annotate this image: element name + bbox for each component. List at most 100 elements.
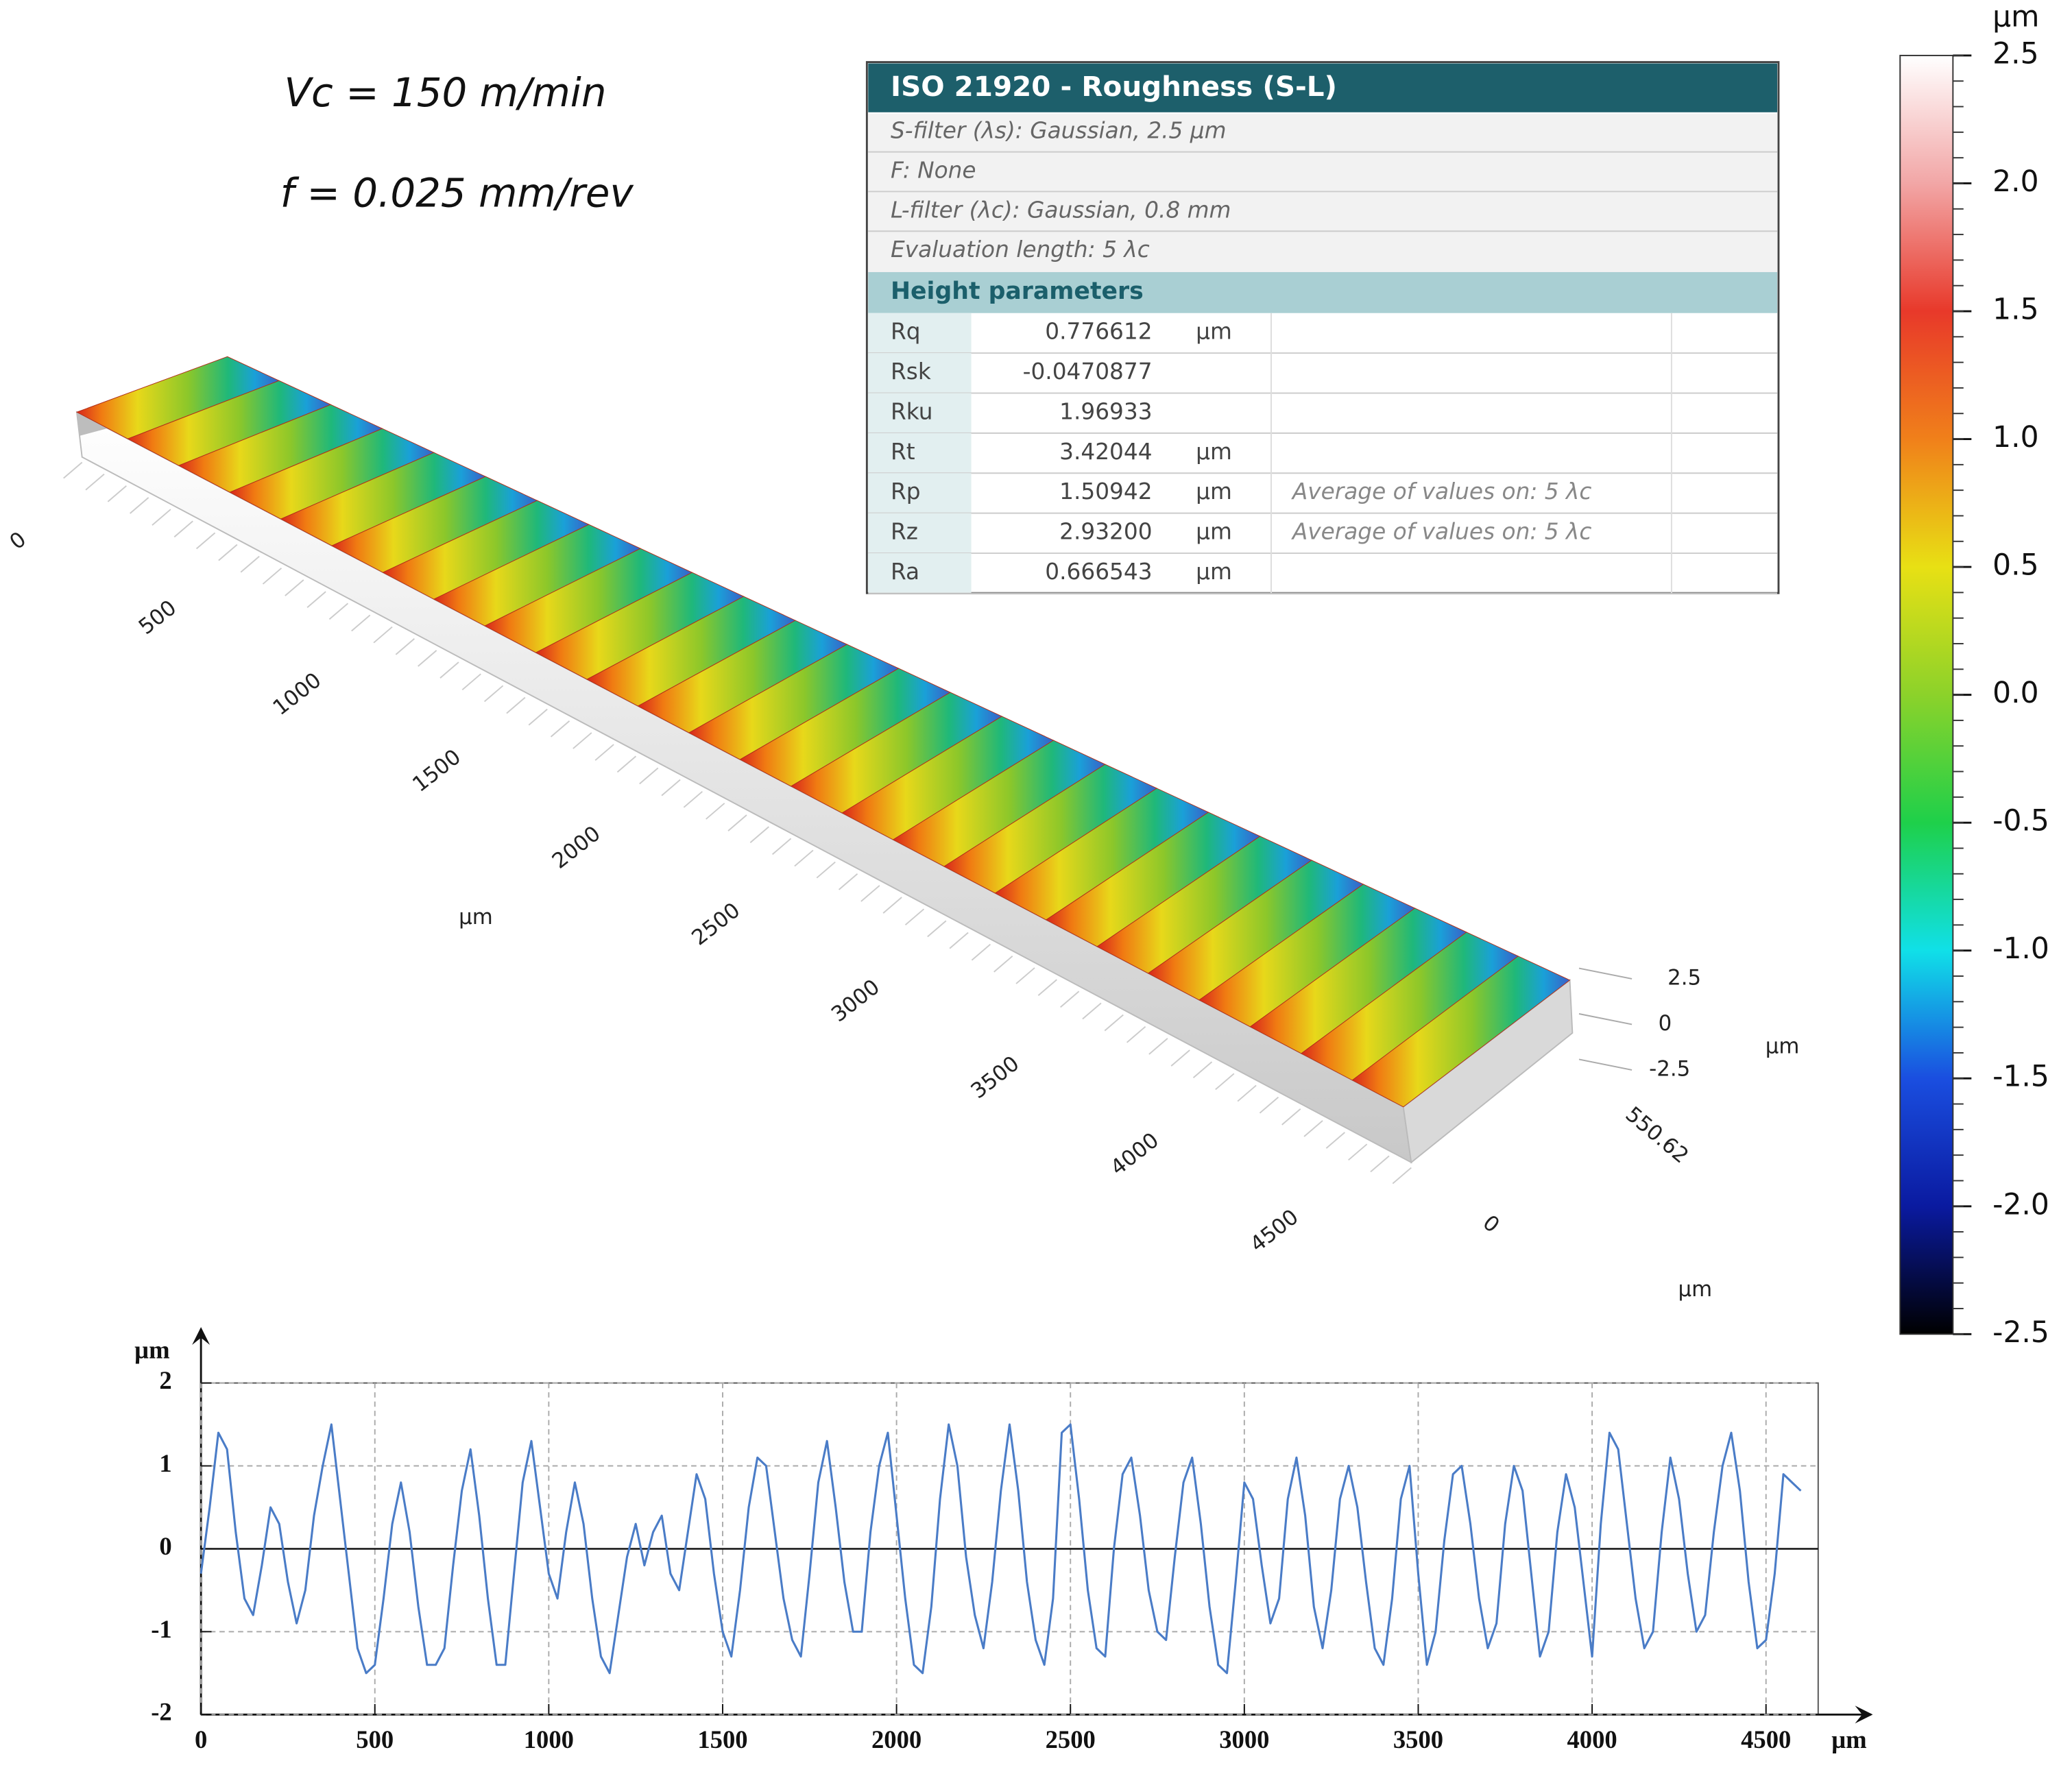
surface-tick [130,497,149,514]
x-axis-unit: µm [1831,1725,1867,1753]
surface-tick [1215,1073,1235,1091]
surface-x-tick-label: 4500 [1246,1204,1303,1257]
surface-tick [395,637,415,655]
row-name: Rp [891,478,921,505]
table-header [868,63,1778,112]
surface-x-tick-label: 500 [134,595,182,640]
row-unit: µm [1196,559,1232,585]
surface-tick [838,873,858,890]
row-name: Rku [891,398,932,424]
surface-x-tick-label: 1000 [268,668,326,720]
surface-tick [483,685,504,703]
surface-tick [285,579,304,596]
colorbar: µm 2.5 2.0 1.5 1.0 0.5 0.0 -0.5 -1.0 -1.5 -2.0 -2.… [1899,0,2049,1349]
surface-z-tick [1578,1013,1633,1025]
table-section: Height parameters [891,278,1144,305]
surface-tick [1037,979,1057,996]
surface-tick [573,732,592,749]
roughness-table: ISO 21920 - Roughness (S-L) S-filter (λs… [865,61,1780,594]
surface-tick [262,568,282,585]
annotation: Vc = 150 m/min [285,69,607,116]
row-unit: µm [1196,439,1232,465]
surface-x-unit: µm [459,905,493,929]
x-tick-label: 1500 [697,1725,747,1753]
surface-tick [1104,1014,1124,1032]
surface-tick [173,520,193,538]
y-tick-label: 2 [159,1366,171,1394]
colorbar-tick-label: -0.5 [1992,804,2049,838]
colorbar-tick-label: 2.0 [1992,165,2038,198]
surface-ridge [1351,956,1571,1108]
colorbar-tick-label: -2.0 [1992,1187,2049,1221]
surface-tick [794,849,814,867]
row-note: Average of values on: 5 λc [1291,519,1592,545]
row-value: 1.50942 [1059,478,1152,505]
colorbar-tick-label: -2.5 [1992,1315,2049,1349]
surface-tick [218,544,238,561]
colorbar-tick-label: 1.5 [1992,293,2038,326]
surface-tick [706,803,725,820]
row-value: 2.93200 [1059,519,1152,545]
surface-tick [616,755,637,773]
surface-z-tick [1578,967,1633,980]
y-tick-label: -1 [151,1615,172,1643]
surface-z-tick-label: 2.5 [1667,965,1701,990]
table-rows: Rq 0.776612 µm Rsk -0.0470877 Rku 1.96933 Rt 3.4… [868,313,1778,594]
surface-tick [971,943,991,961]
surface-tick [528,708,548,726]
surface-tick [328,603,349,620]
table-setting: Evaluation length: 5 λc [891,236,1150,263]
surface-tick [816,861,836,879]
surface-tick [306,591,326,608]
row-name: Ra [891,559,919,585]
x-tick-label: 1000 [524,1725,574,1753]
surface-tick [195,532,216,550]
surface-tick [993,956,1013,973]
row-name-cell [868,553,972,594]
surface-tick [1170,1049,1190,1067]
row-note: Average of values on: 5 λc [1291,478,1592,505]
row-name: Rq [891,319,921,345]
surface-tick [904,908,925,926]
row-value: -0.0470877 [1023,359,1153,385]
surface-tick [1325,1132,1345,1149]
surface-tick [1281,1108,1301,1126]
x-tick-label: 2000 [871,1725,921,1753]
surface-z-unit: µm [1766,1034,1800,1059]
settings-bg [868,113,1778,272]
colorbar-tick-label: 1.0 [1992,420,2038,454]
surface-tick [949,932,969,949]
surface-tick [1126,1025,1146,1043]
surface-tick [152,509,171,526]
row-unit: µm [1196,319,1232,345]
row-value: 0.666543 [1045,559,1152,585]
surface-tick [461,673,481,691]
colorbar-tick-label: -1.5 [1992,1060,2049,1093]
surface-tick [860,885,880,902]
surface-tick [771,838,792,855]
annotation: f = 0.025 mm/rev [280,169,634,216]
x-tick-label: 0 [195,1725,207,1753]
surface-y-unit: µm [1678,1277,1713,1302]
surface-tick [240,555,260,573]
row-name-cell [868,433,972,474]
section-header [868,271,1778,313]
surface-x-tick-label: 3000 [827,975,884,1028]
surface-x-tick-label: 2500 [687,898,745,951]
profile-line [200,1423,1802,1675]
surface-tick [1303,1120,1323,1137]
surface-y-tick-label: 550.62 [1621,1102,1694,1169]
table-setting: F: None [891,158,976,184]
colorbar-gradient [1899,54,1954,1335]
row-name: Rt [891,439,915,465]
surface-tick [85,473,105,491]
surface-tick [1348,1143,1368,1161]
colorbar-tick-label: -1.0 [1992,932,2049,965]
row-value: 1.96933 [1059,398,1152,424]
surface-tick [550,720,570,738]
surface-tick [1148,1038,1168,1055]
surface-tick [749,826,769,843]
row-name-cell [868,353,972,393]
